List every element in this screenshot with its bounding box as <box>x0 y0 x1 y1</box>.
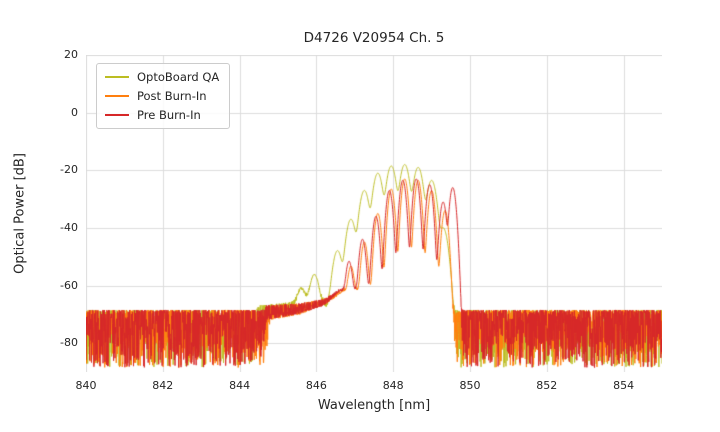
legend-item: Pre Burn-In <box>105 108 219 122</box>
chart-title: D4726 V20954 Ch. 5 <box>303 30 445 46</box>
x-tick-label: 848 <box>382 379 404 392</box>
x-tick-label: 840 <box>75 379 97 392</box>
legend: OptoBoard QA Post Burn-In Pre Burn-In <box>96 63 231 129</box>
legend-label: Pre Burn-In <box>137 108 201 122</box>
legend-line-swatch <box>105 95 129 97</box>
y-tick-label: 20 <box>64 48 78 61</box>
legend-item: Post Burn-In <box>105 89 219 103</box>
y-tick-label: -60 <box>60 278 78 292</box>
x-tick-label: 854 <box>613 379 635 392</box>
legend-label: Post Burn-In <box>137 89 207 103</box>
x-tick-label: 850 <box>459 379 481 392</box>
x-tick-label: 852 <box>536 379 558 392</box>
legend-label: OptoBoard QA <box>137 70 220 84</box>
y-tick-label: -20 <box>60 163 78 177</box>
y-tick-label: -40 <box>60 220 78 234</box>
x-tick-label: 842 <box>152 379 174 392</box>
plot-area: OptoBoard QA Post Burn-In Pre Burn-In <box>86 55 662 372</box>
y-tick-label: -80 <box>60 336 78 350</box>
y-axis-label: Optical Power [dB] <box>12 153 28 274</box>
legend-line-swatch <box>105 114 129 116</box>
x-tick-label: 846 <box>305 379 327 392</box>
y-tick-label: 0 <box>71 105 78 119</box>
x-axis-label: Wavelength [nm] <box>317 398 431 413</box>
x-tick-label: 844 <box>229 379 251 392</box>
legend-line-swatch <box>105 76 129 78</box>
legend-item: OptoBoard QA <box>105 70 219 84</box>
